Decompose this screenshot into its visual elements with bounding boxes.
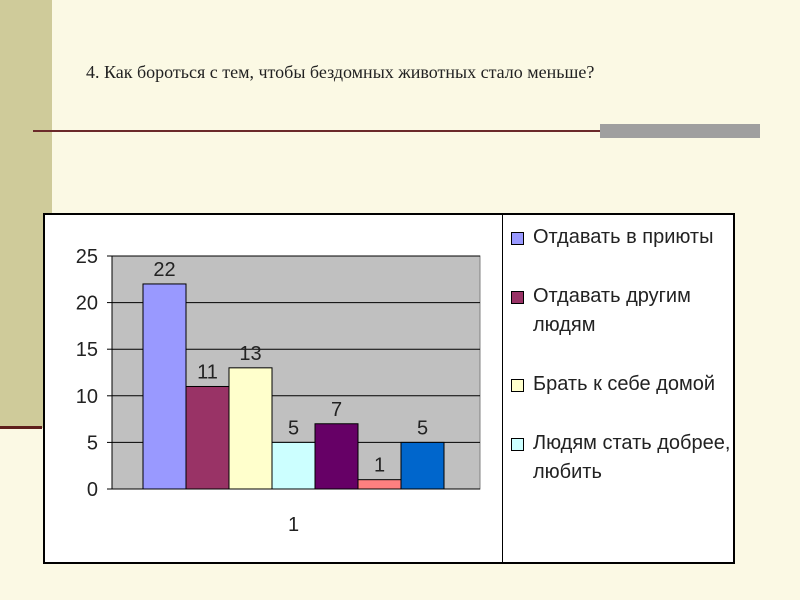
legend-item: Отдавать в приюты [511, 223, 733, 252]
bar [185, 385, 230, 490]
legend-swatch [511, 232, 524, 245]
y-tick-label: 25 [76, 246, 98, 268]
bar [314, 423, 359, 490]
title-rule-accent [600, 124, 760, 138]
legend-item: Брать к себе домой [511, 370, 733, 399]
data-label: 5 [288, 417, 299, 439]
y-tick-label: 10 [76, 386, 98, 408]
legend-item: Людям стать добрее, любить [511, 429, 733, 487]
legend-swatch [511, 379, 524, 392]
slide-title: 4. Как бороться с тем, чтобы бездомных ж… [86, 62, 595, 82]
bar [400, 441, 445, 490]
x-tick-label: 1 [288, 514, 299, 536]
bar [271, 441, 316, 490]
bar [228, 367, 273, 490]
legend-label: Людям стать добрее, любить [533, 432, 731, 483]
title-rule [33, 130, 760, 132]
legend-item: Отдавать другим людям [511, 282, 733, 340]
data-label: 13 [239, 343, 261, 365]
data-label: 5 [417, 417, 428, 439]
y-tick-label: 15 [76, 339, 98, 361]
legend-label: Отдавать в приюты [533, 226, 714, 248]
y-tick-label: 0 [87, 479, 98, 501]
legend-label: Брать к себе домой [533, 373, 716, 395]
data-label: 1 [374, 455, 385, 477]
side-accent-line [0, 426, 42, 429]
data-label: 7 [331, 399, 342, 421]
y-tick-label: 5 [87, 432, 98, 454]
legend-label: Отдавать другим людям [533, 285, 691, 336]
data-label: 22 [153, 259, 175, 281]
legend-swatch [511, 291, 524, 304]
bar [142, 283, 187, 490]
chart-legend: Отдавать в приюты Отдавать другим людям Бр… [502, 215, 733, 562]
bar [357, 479, 402, 490]
y-tick-label: 20 [76, 293, 98, 315]
chart-frame: 0 5 10 15 20 25 22 11 13 5 7 1 5 1 Отдавать в приюты О… [43, 213, 735, 564]
data-label: 11 [197, 361, 218, 383]
legend-swatch [511, 438, 524, 451]
